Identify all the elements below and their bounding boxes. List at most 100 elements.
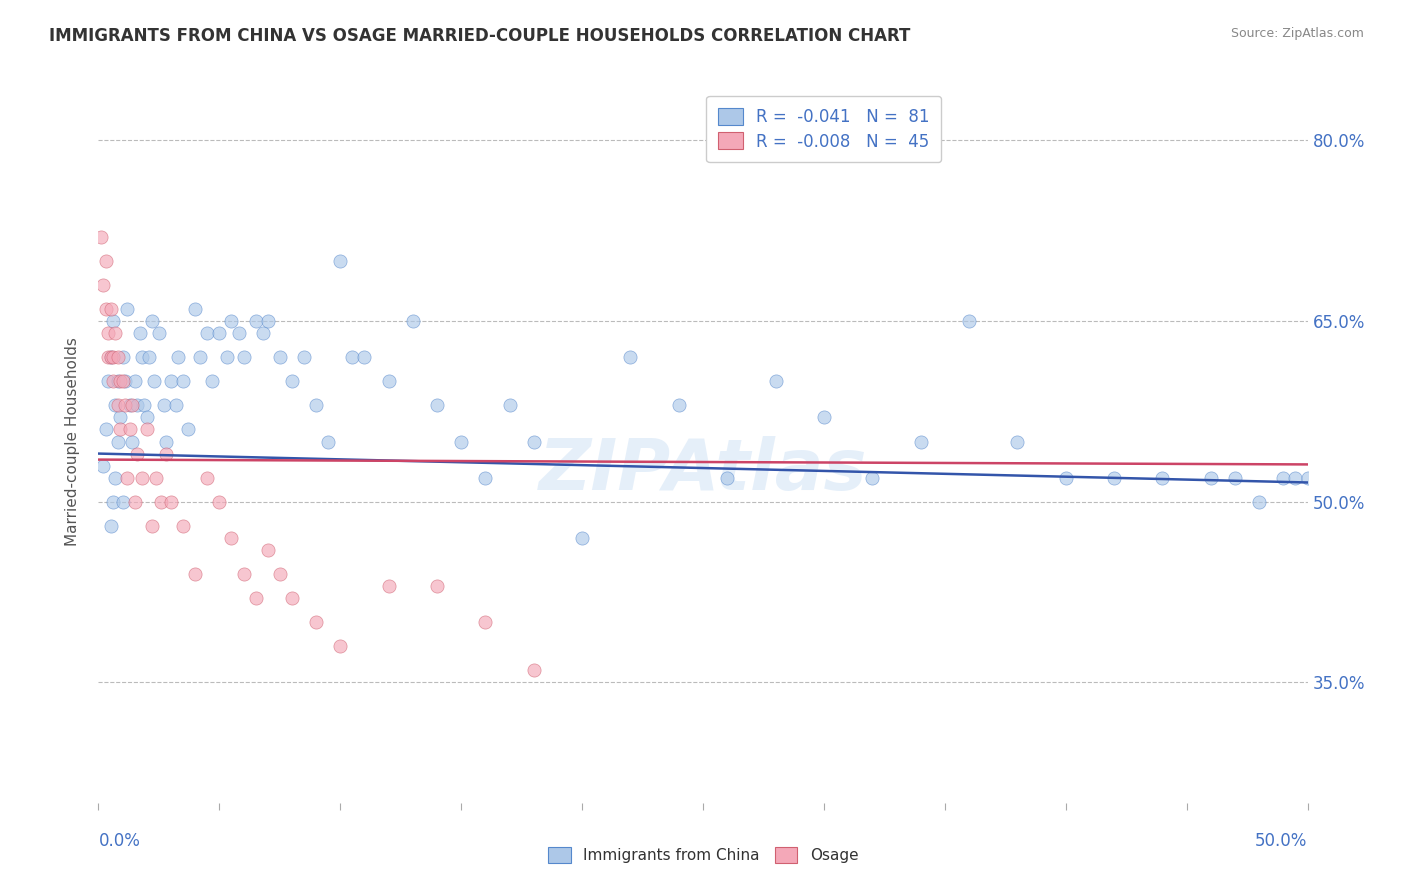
Point: [114, 375, 136, 389]
Point: [1199, 470, 1222, 484]
Point: [316, 434, 339, 449]
Point: [245, 591, 267, 605]
Point: [195, 470, 218, 484]
Point: [127, 446, 149, 460]
Point: [474, 470, 496, 484]
Point: [94, 422, 117, 436]
Point: [1249, 494, 1271, 508]
Point: [208, 326, 231, 340]
Point: [135, 410, 157, 425]
Point: [107, 350, 129, 364]
Point: [101, 494, 124, 508]
Point: [765, 375, 787, 389]
Text: IMMIGRANTS FROM CHINA VS OSAGE MARRIED-COUPLE HOUSEHOLDS CORRELATION CHART: IMMIGRANTS FROM CHINA VS OSAGE MARRIED-C…: [49, 27, 911, 45]
Point: [100, 301, 122, 317]
Point: [131, 470, 153, 484]
Point: [353, 350, 375, 364]
Point: [131, 350, 153, 364]
Point: [118, 422, 141, 436]
Point: [101, 314, 124, 328]
Point: [232, 350, 254, 364]
Point: [252, 326, 274, 340]
Text: 50.0%: 50.0%: [1256, 831, 1308, 850]
Point: [143, 375, 166, 389]
Point: [245, 314, 267, 328]
Point: [97, 350, 120, 364]
Point: [281, 591, 304, 605]
Point: [1272, 470, 1295, 484]
Point: [269, 350, 291, 364]
Point: [124, 494, 146, 508]
Point: [215, 350, 238, 364]
Point: [107, 398, 129, 412]
Point: [426, 398, 449, 412]
Point: [232, 567, 254, 582]
Point: [107, 434, 129, 449]
Point: [155, 446, 177, 460]
Point: [127, 398, 149, 412]
Point: [1007, 434, 1029, 449]
Point: [1102, 470, 1125, 484]
Point: [177, 422, 200, 436]
Point: [957, 314, 980, 328]
Point: [135, 422, 157, 436]
Point: [571, 531, 593, 545]
Point: [1223, 470, 1246, 484]
Point: [100, 350, 122, 364]
Point: [138, 350, 160, 364]
Point: [100, 350, 122, 364]
Point: [165, 398, 187, 412]
Point: [201, 375, 224, 389]
Point: [121, 398, 143, 412]
Text: 0.0%: 0.0%: [98, 831, 141, 850]
Point: [1054, 470, 1077, 484]
Point: [91, 277, 114, 292]
Point: [101, 375, 124, 389]
Point: [108, 422, 131, 436]
Point: [221, 314, 243, 328]
Point: [329, 253, 352, 268]
Point: [152, 398, 174, 412]
Point: [450, 434, 472, 449]
Point: [269, 567, 291, 582]
Point: [91, 458, 114, 473]
Point: [188, 350, 211, 364]
Point: [377, 375, 399, 389]
Point: [329, 639, 352, 653]
Point: [104, 326, 127, 340]
Point: [256, 542, 278, 557]
Point: [160, 375, 183, 389]
Y-axis label: Married-couple Households: Married-couple Households: [65, 337, 80, 546]
Point: [474, 615, 496, 630]
Point: [402, 314, 425, 328]
Point: [90, 230, 112, 244]
Point: [114, 398, 136, 412]
Point: [104, 398, 127, 412]
Point: [101, 350, 124, 364]
Point: [107, 375, 129, 389]
Point: [108, 375, 131, 389]
Point: [118, 398, 141, 412]
Point: [292, 350, 315, 364]
Point: [108, 410, 131, 425]
Point: [208, 494, 231, 508]
Point: [94, 253, 117, 268]
Point: [148, 326, 170, 340]
Point: [813, 410, 835, 425]
Point: [128, 326, 150, 340]
Point: [150, 494, 173, 508]
Point: [111, 375, 134, 389]
Point: [377, 579, 399, 593]
Point: [1284, 470, 1306, 484]
Point: [155, 434, 177, 449]
Point: [668, 398, 690, 412]
Point: [305, 398, 328, 412]
Point: [172, 375, 194, 389]
Text: ZIPAtlas: ZIPAtlas: [538, 436, 868, 505]
Point: [172, 519, 194, 533]
Point: [97, 326, 120, 340]
Point: [184, 567, 207, 582]
Point: [145, 470, 167, 484]
Point: [619, 350, 641, 364]
Point: [141, 519, 163, 533]
